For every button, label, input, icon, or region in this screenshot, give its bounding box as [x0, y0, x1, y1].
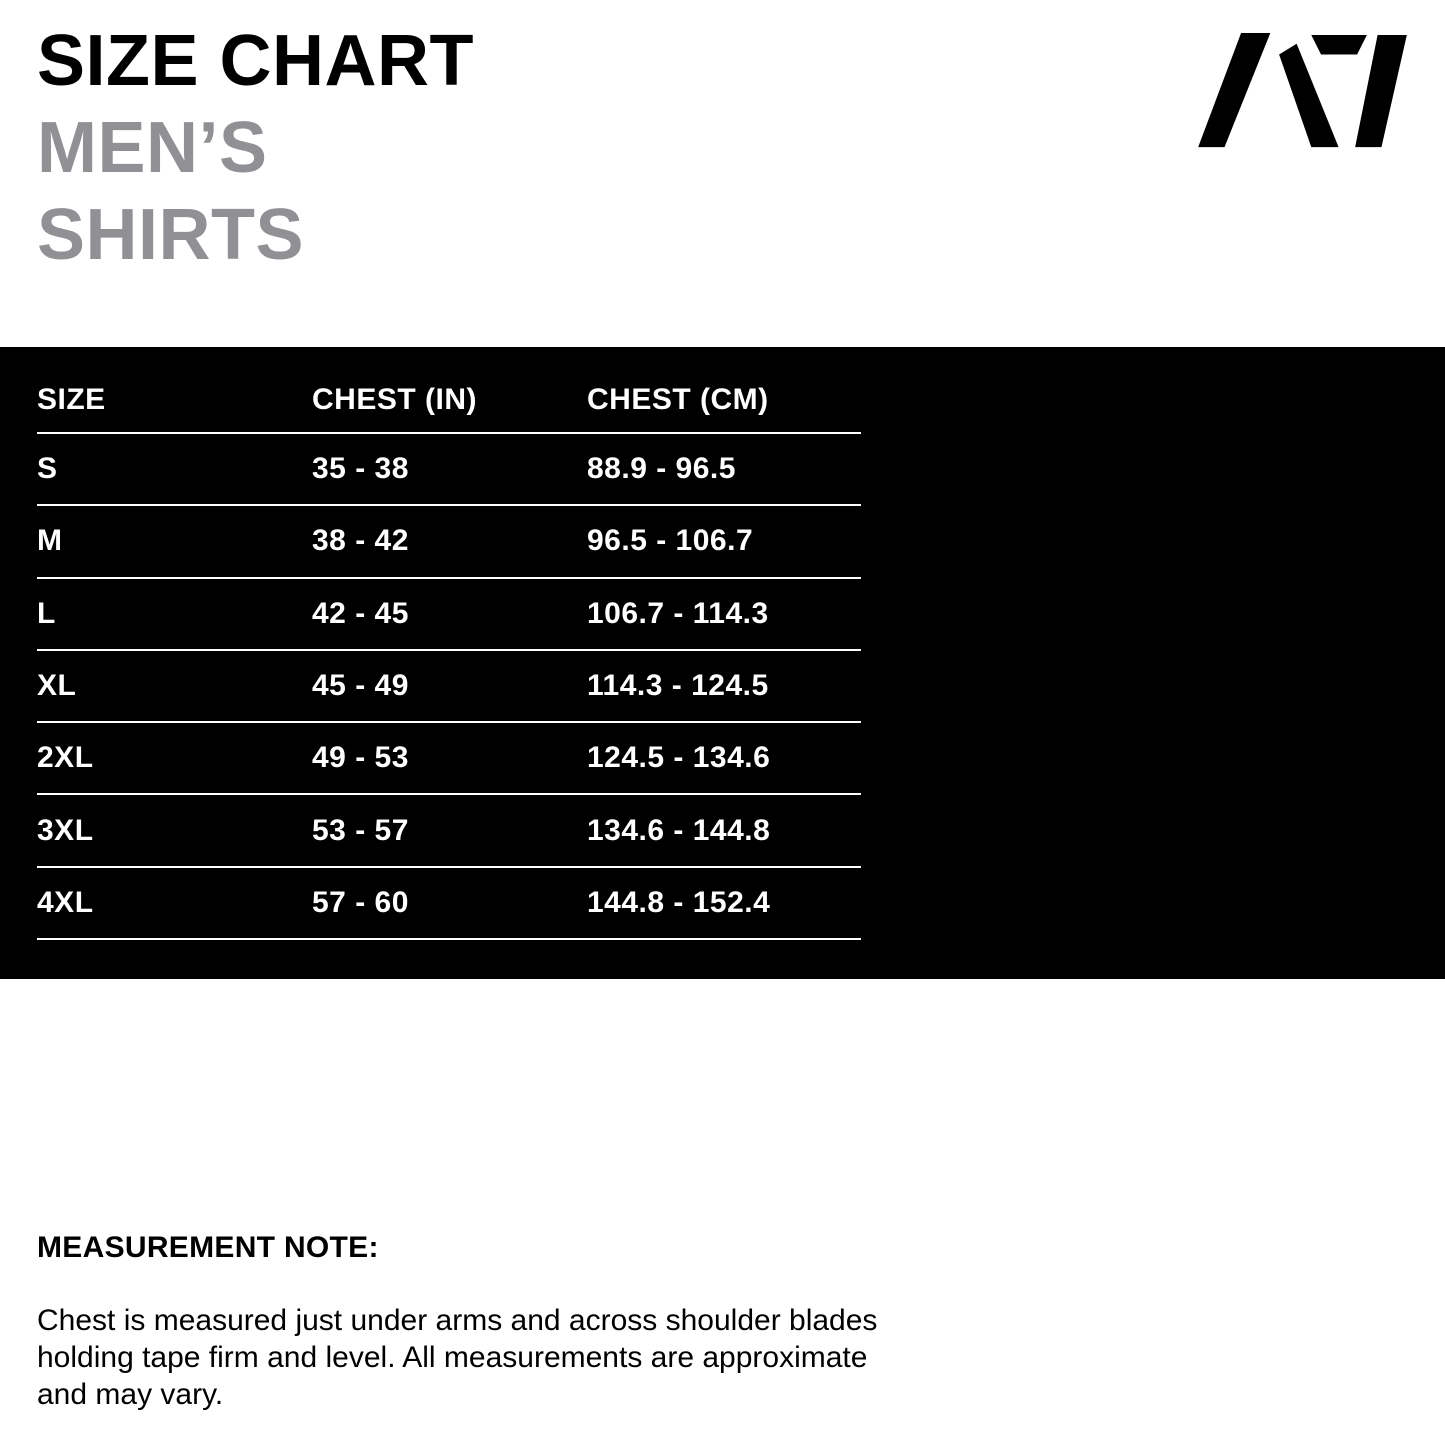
measurement-note-body: Chest is measured just under arms and ac…	[37, 1302, 877, 1413]
measurement-note-heading: MEASUREMENT NOTE:	[37, 1231, 379, 1264]
size-table: SIZE CHEST (IN) CHEST (CM) S 35 - 38 88.…	[37, 347, 861, 941]
table-row-4xl: 4XL 57 - 60 144.8 - 152.4	[37, 868, 861, 941]
chest-in-cell: 38 - 42	[312, 524, 409, 558]
header-titles: SIZE CHART MEN’S SHIRTS	[37, 18, 474, 279]
chest-cm-cell: 114.3 - 124.5	[587, 669, 769, 703]
table-row-l: L 42 - 45 106.7 - 114.3	[37, 579, 861, 651]
note-line: and may vary.	[37, 1378, 224, 1411]
chest-cm-cell: 144.8 - 152.4	[587, 885, 771, 919]
table-row-3xl: 3XL 53 - 57 134.6 - 144.8	[37, 795, 861, 868]
chest-in-cell: 53 - 57	[312, 813, 409, 847]
column-header-chest-cm: CHEST (CM)	[587, 382, 769, 416]
chest-cm-cell: 88.9 - 96.5	[587, 452, 736, 486]
table-row-s: S 35 - 38 88.9 - 96.5	[37, 434, 861, 507]
chest-in-cell: 45 - 49	[312, 669, 409, 703]
column-header-chest-in: CHEST (IN)	[312, 382, 477, 416]
size-cell: M	[37, 524, 63, 558]
chest-cm-cell: 96.5 - 106.7	[587, 524, 754, 558]
chest-cm-cell: 124.5 - 134.6	[587, 741, 771, 775]
size-cell: L	[37, 596, 56, 630]
a7-logo-icon	[1193, 33, 1412, 150]
column-header-size: SIZE	[37, 382, 106, 416]
size-cell: 2XL	[37, 741, 94, 775]
note-line: holding tape firm and level. All measure…	[37, 1341, 868, 1374]
size-cell: S	[37, 452, 58, 486]
chest-cm-cell: 106.7 - 114.3	[587, 596, 769, 630]
chest-in-cell: 49 - 53	[312, 741, 409, 775]
size-table-panel: SIZE CHEST (IN) CHEST (CM) S 35 - 38 88.…	[0, 347, 1445, 979]
size-cell: 3XL	[37, 813, 94, 847]
size-cell: XL	[37, 669, 77, 703]
chest-in-cell: 57 - 60	[312, 885, 409, 919]
note-line: Chest is measured just under arms and ac…	[37, 1304, 878, 1337]
table-header-row: SIZE CHEST (IN) CHEST (CM)	[37, 347, 861, 434]
chest-cm-cell: 134.6 - 144.8	[587, 813, 771, 847]
table-row-2xl: 2XL 49 - 53 124.5 - 134.6	[37, 723, 861, 796]
table-row-xl: XL 45 - 49 114.3 - 124.5	[37, 651, 861, 724]
page-title: SIZE CHART	[37, 21, 474, 101]
subtitle-category: SHIRTS	[37, 195, 305, 275]
size-cell: 4XL	[37, 885, 94, 919]
chest-in-cell: 35 - 38	[312, 452, 409, 486]
subtitle-gender: MEN’S	[37, 108, 268, 188]
table-row-m: M 38 - 42 96.5 - 106.7	[37, 506, 861, 579]
chest-in-cell: 42 - 45	[312, 596, 409, 630]
